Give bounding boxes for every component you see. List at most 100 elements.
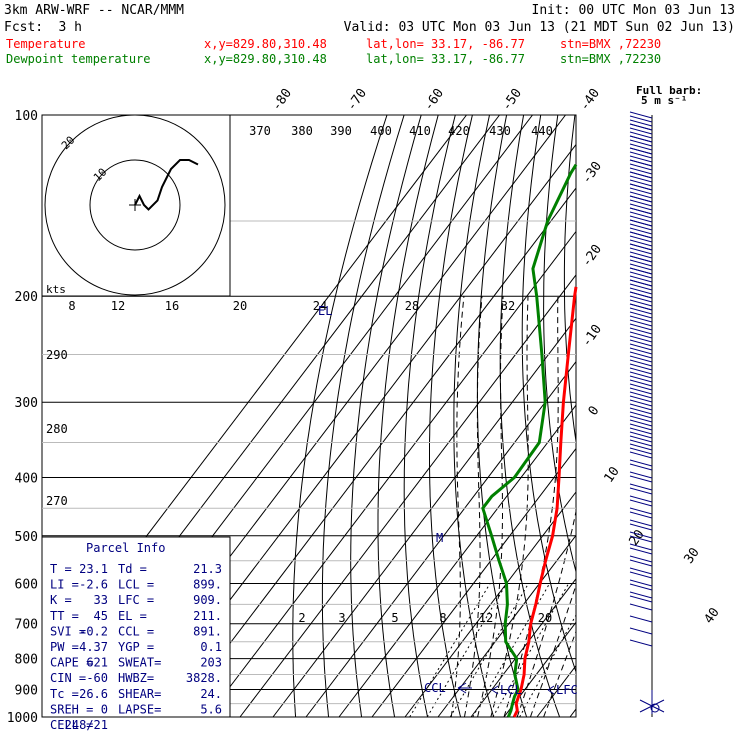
dry-adiabat-label: 270 <box>46 494 68 508</box>
wind-barb <box>629 243 653 263</box>
wind-barb <box>629 303 653 319</box>
temperature-line <box>512 286 578 718</box>
mixing-ratio-label: 20 <box>538 611 552 625</box>
isotherm-line <box>470 578 577 718</box>
isotherm-label: 30 <box>681 545 702 566</box>
mixing-ratio-line <box>519 614 577 718</box>
parcel-info-cell: SREH = <box>50 702 93 716</box>
dry-adiabat-line <box>563 114 577 442</box>
parcel-info-cell: -60 <box>86 671 108 685</box>
wind-barb <box>629 219 653 239</box>
wind-barb <box>629 279 653 299</box>
parcel-info-cell: 26.6 <box>79 687 108 701</box>
mixing-ratio-label: 12 <box>111 299 125 313</box>
wind-barb <box>629 147 653 167</box>
wind-barb <box>629 327 653 343</box>
parcel-info-cell: K = <box>50 593 72 607</box>
wind-barb <box>629 603 653 611</box>
parcel-info-cell: EL = <box>118 609 147 623</box>
dry-adiabat-label: 280 <box>46 422 68 436</box>
hodograph-units-label: kts <box>46 283 66 296</box>
parcel-info-cell: CCL = <box>118 624 154 638</box>
mixing-ratio-label: 16 <box>165 299 179 313</box>
legend-dewpoint-xy: x,y=829.80,310.48 <box>204 52 327 66</box>
parcel-info-cell: -2.6 <box>79 578 108 592</box>
lcl-arrow <box>491 685 499 695</box>
wind-barb <box>629 555 653 567</box>
parcel-info-cell: LI = <box>50 578 79 592</box>
legend-temperature-latlon: lat,lon= 33.17, -86.77 <box>366 37 525 51</box>
parcel-info-title: Parcel Info <box>86 541 165 555</box>
pressure-tick-label: 600 <box>15 577 38 592</box>
parcel-info-cell: 203 <box>200 656 222 670</box>
isotherm-line <box>239 274 577 718</box>
theta-label: 400 <box>370 124 392 138</box>
moist-adiabat-line <box>516 511 577 718</box>
header: 3km ARW-WRF -- NCAR/MMM Init: 00 UTC Mon… <box>4 3 735 107</box>
wind-barb <box>629 207 653 227</box>
parcel-info-cell: HWBZ= <box>118 671 154 685</box>
wind-barb <box>629 615 653 623</box>
isotherm-label: 40 <box>701 605 722 626</box>
parcel-info-cell: SWEAT= <box>118 656 161 670</box>
wind-barb <box>629 183 653 203</box>
pressure-tick-label: 900 <box>15 683 38 698</box>
hodograph-trace <box>134 159 199 211</box>
isotherm-label: -80 <box>269 86 295 114</box>
parcel-info-cell: PW = <box>50 640 79 654</box>
isotherm-label: -10 <box>579 322 605 350</box>
parcel-info-cell: 4.37 <box>79 640 108 654</box>
isotherm-label: 10 <box>601 464 622 485</box>
legend-temperature-stn: stn=BMX ,72230 <box>560 37 661 51</box>
dry-adiabat-line <box>321 114 405 718</box>
init-time: Init: 00 UTC Mon 03 Jun 13 <box>532 3 736 18</box>
wind-barb <box>629 543 653 555</box>
wind-barb-surface <box>639 690 665 714</box>
parcel-info-cell: SHEAR= <box>118 687 161 701</box>
isotherm-label: -70 <box>344 86 370 114</box>
theta-label: 370 <box>249 124 271 138</box>
parcel-info-cell: Td = <box>118 562 147 576</box>
isotherm-line <box>305 361 577 718</box>
isotherm-label: -50 <box>499 86 525 114</box>
mixing-ratio-label: 32 <box>501 299 515 313</box>
parcel-info-cell: 248/21 <box>65 718 108 732</box>
parcel-info-cell: CIN = <box>50 671 86 685</box>
wind-barb <box>629 579 653 591</box>
model-title: 3km ARW-WRF -- NCAR/MMM <box>4 3 184 18</box>
parcel-info-cell: 621 <box>86 656 108 670</box>
valid-time: Valid: 03 UTC Mon 03 Jun 13 (21 MDT Sun … <box>344 20 735 35</box>
level-marker-label: EL <box>318 304 332 318</box>
wind-barb <box>629 123 653 143</box>
hodograph-ring-inner <box>89 159 181 251</box>
fcst-label: Fcst: <box>4 20 43 35</box>
wind-barb <box>629 471 653 483</box>
parcel-info-cell: LFC = <box>118 593 154 607</box>
isotherm-line <box>173 187 577 718</box>
parcel-info-cell: 24. <box>200 687 222 701</box>
mixing-ratio-line <box>409 583 491 718</box>
parcel-info-cell: 3828. <box>186 671 222 685</box>
isotherm-label: -20 <box>579 242 605 270</box>
parcel-info-cell: CELL = <box>50 718 93 732</box>
wind-barb <box>629 639 653 647</box>
pressure-tick-label: 100 <box>15 109 38 124</box>
parcel-info-cell: TT = <box>50 609 79 623</box>
wind-barb <box>629 255 653 275</box>
dry-adiabat-line <box>350 114 422 718</box>
parcel-info-frame <box>41 536 231 718</box>
wind-barbs <box>629 111 665 714</box>
isotherm-line <box>272 317 577 718</box>
pressure-tick-label: 1000 <box>7 711 38 726</box>
wind-barb <box>629 387 653 403</box>
wind-barb <box>629 135 653 155</box>
mixing-ratio-label: 5 <box>391 611 398 625</box>
dewpoint-line <box>481 163 578 718</box>
parcel-info-cell: T = <box>50 562 72 576</box>
theta-label: 430 <box>489 124 511 138</box>
level-marker-label: LCL <box>500 683 522 697</box>
theta-label: 380 <box>291 124 313 138</box>
level-marker-label: LFC <box>556 683 578 697</box>
sounding-curves: EL M CCL LCL LFC <box>318 163 578 718</box>
